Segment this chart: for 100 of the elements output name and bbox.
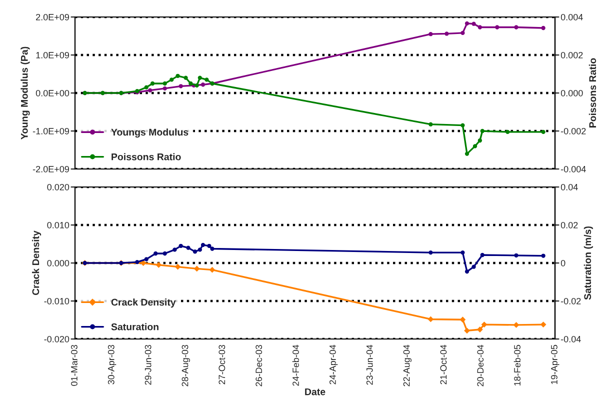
x-tick-label: 23-Jun-04	[366, 344, 373, 385]
point	[460, 250, 465, 255]
point	[176, 74, 180, 78]
point	[200, 82, 206, 87]
legend-label: Youngs Modulus	[111, 128, 188, 138]
legend-label: Saturation	[111, 323, 158, 330]
point	[192, 250, 198, 254]
x-tick-label: 29-Jun-03	[144, 344, 152, 385]
y2-tick-label: 0.004	[560, 14, 583, 20]
point	[472, 22, 476, 26]
point	[428, 250, 433, 255]
x-tick-label: 01-Mar-03	[71, 344, 78, 386]
y-tick-label: 0.010	[47, 222, 70, 228]
point	[154, 251, 158, 256]
point	[478, 138, 482, 143]
x-tick-label: 18-Feb-05	[514, 344, 520, 386]
point	[428, 32, 433, 36]
y-axis-title: Young Modulus (Pa)	[20, 46, 30, 140]
point	[148, 88, 152, 92]
point	[541, 130, 546, 134]
point	[464, 328, 470, 334]
y-tick-label: -0.010	[44, 298, 70, 304]
point	[198, 76, 202, 80]
x-tick-label: 22-Aug-04	[403, 344, 412, 386]
point	[207, 244, 212, 248]
point	[481, 322, 488, 328]
point	[513, 322, 520, 328]
point	[541, 254, 546, 258]
point	[170, 78, 174, 82]
y2-axis-title: Saturation (m/s)	[584, 226, 593, 300]
y-tick-label: -1.0E+09	[32, 128, 70, 134]
y2-tick-label: -0.002	[560, 128, 586, 134]
y2-tick-label: -0.004	[560, 166, 586, 172]
y-axis-title: Crack Density	[32, 230, 42, 296]
point	[172, 248, 177, 252]
point	[472, 144, 478, 148]
x-tick-label: 28-Aug-03	[182, 344, 190, 386]
point	[210, 246, 214, 251]
point	[186, 246, 190, 250]
point	[178, 84, 183, 88]
y-tick-label: 2.0E+09	[36, 14, 70, 20]
y2-tick-label: -0.04	[560, 336, 581, 342]
x-axis-title: Date	[305, 388, 326, 396]
point	[506, 130, 510, 134]
y2-tick-label: 0.04	[560, 184, 578, 190]
point	[478, 25, 482, 30]
legend-label: Crack Density	[111, 298, 176, 308]
x-tick-label: 24-Feb-04	[292, 344, 299, 386]
point	[480, 128, 484, 134]
point	[460, 316, 466, 323]
point	[209, 266, 216, 273]
y2-tick-label: 0.02	[560, 222, 578, 228]
point	[162, 81, 167, 86]
x-tick-label: 27-Oct-03	[218, 344, 226, 384]
y-tick-label: 0.020	[47, 184, 70, 190]
point	[174, 264, 181, 270]
x-tick-label: 24-Apr-04	[329, 344, 338, 384]
x-tick-label: 26-Dec-03	[256, 344, 262, 386]
point	[200, 242, 206, 248]
point	[541, 26, 546, 30]
point	[184, 76, 188, 80]
point	[156, 262, 162, 268]
y2-axis-title: Poissons Ratio	[588, 58, 596, 128]
point	[178, 244, 183, 248]
point	[495, 25, 500, 30]
y2-tick-label: -0.02	[560, 298, 581, 304]
y-tick-label: 0.0E+00	[36, 90, 70, 96]
point	[144, 85, 148, 90]
point	[514, 25, 518, 30]
x-tick-label: 30-Apr-03	[108, 344, 116, 384]
point	[162, 86, 167, 91]
x-tick-label: 19-Apr-05	[551, 344, 560, 384]
point	[150, 81, 155, 86]
point	[472, 264, 476, 269]
point	[514, 253, 518, 258]
point	[194, 83, 199, 88]
y2-tick-label: 0	[560, 260, 566, 266]
point	[460, 30, 465, 36]
y2-tick-label: 0.000	[560, 90, 583, 96]
point	[444, 32, 449, 36]
y-tick-label: -2.0E+09	[32, 166, 70, 172]
point	[204, 78, 209, 82]
point	[428, 122, 433, 126]
y-tick-label: 0.000	[47, 260, 70, 266]
point	[464, 21, 470, 26]
point	[198, 248, 202, 252]
point	[162, 251, 167, 256]
y-tick-label: 1.0E+09	[36, 52, 70, 58]
y-tick-label: -0.020	[44, 336, 70, 342]
point	[135, 260, 140, 264]
x-tick-label: 20-Dec-04	[477, 344, 484, 386]
x-tick-label: 21-Oct-04	[440, 344, 447, 384]
point	[188, 81, 193, 86]
legend-label: Poissons Ratio	[112, 153, 181, 160]
point	[464, 269, 470, 274]
point	[464, 152, 470, 156]
point	[144, 257, 148, 262]
point	[194, 266, 200, 272]
point	[460, 123, 465, 128]
y2-tick-label: 0.002	[560, 52, 583, 58]
